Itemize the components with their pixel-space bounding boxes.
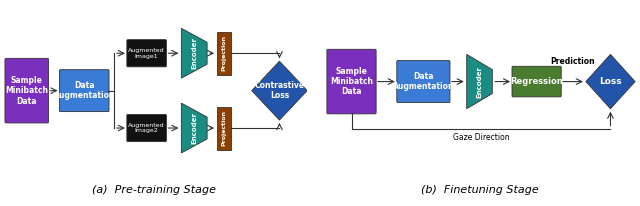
- Text: Data
Augmentation: Data Augmentation: [54, 81, 115, 100]
- Text: Augmented
Image2: Augmented Image2: [129, 123, 165, 133]
- Text: Contrastive
Loss: Contrastive Loss: [254, 81, 305, 100]
- Text: Encoder: Encoder: [191, 37, 197, 69]
- FancyBboxPatch shape: [327, 49, 376, 114]
- Polygon shape: [467, 54, 492, 109]
- Polygon shape: [252, 61, 307, 120]
- FancyBboxPatch shape: [217, 107, 231, 150]
- Text: (b)  Finetuning Stage: (b) Finetuning Stage: [420, 185, 538, 195]
- Polygon shape: [181, 103, 207, 153]
- FancyBboxPatch shape: [512, 66, 561, 97]
- Polygon shape: [586, 54, 635, 109]
- Text: Prediction: Prediction: [551, 57, 595, 66]
- Text: Regression: Regression: [510, 77, 563, 86]
- FancyBboxPatch shape: [5, 58, 49, 123]
- Text: Encoder: Encoder: [477, 66, 483, 98]
- Text: Encoder: Encoder: [191, 112, 197, 144]
- Text: (a)  Pre-training Stage: (a) Pre-training Stage: [92, 185, 216, 195]
- Polygon shape: [181, 28, 207, 78]
- FancyBboxPatch shape: [217, 32, 231, 75]
- FancyBboxPatch shape: [397, 61, 450, 103]
- Text: Augmented
Image1: Augmented Image1: [129, 48, 165, 59]
- Text: Gaze Direction: Gaze Direction: [452, 133, 509, 142]
- Text: Sample
Minibatch
Data: Sample Minibatch Data: [330, 67, 373, 96]
- FancyBboxPatch shape: [127, 40, 166, 67]
- FancyBboxPatch shape: [127, 115, 166, 142]
- FancyBboxPatch shape: [60, 70, 109, 112]
- Text: Projection: Projection: [221, 110, 227, 146]
- Text: Loss: Loss: [599, 77, 622, 86]
- Text: Data
Augmentation: Data Augmentation: [392, 72, 454, 91]
- Text: Projection: Projection: [221, 35, 227, 71]
- Text: Sample
Minibatch
Data: Sample Minibatch Data: [5, 76, 48, 105]
